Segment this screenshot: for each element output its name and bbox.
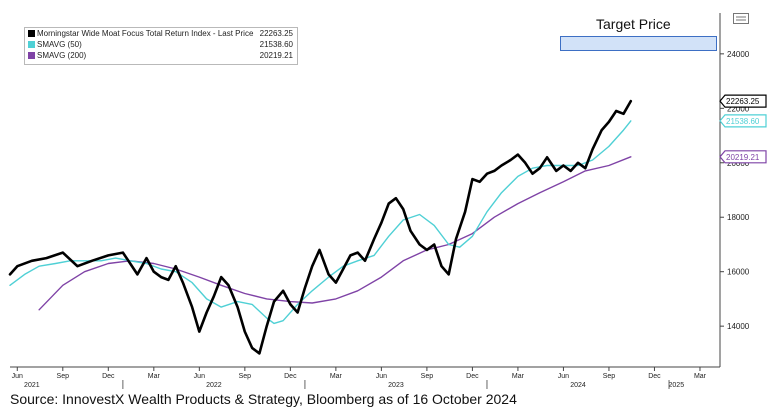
- x-tick-label: Mar: [330, 373, 343, 380]
- smavg200-tag-label: 20219.21: [726, 153, 760, 162]
- price-tag-label: 22263.25: [726, 97, 760, 106]
- price-tag-box: [719, 94, 767, 108]
- x-tick-label: Sep: [421, 373, 434, 380]
- smavg50-tag-box: [719, 114, 767, 128]
- legend-swatch-smavg50: [28, 41, 35, 48]
- legend-value-index: 22263.25: [259, 29, 293, 38]
- legend-label-smavg50: SMAVG (50): [37, 40, 82, 49]
- legend-swatch-index: [28, 30, 35, 37]
- chart-axes: 140001600018000200002200024000JunSepDecM…: [10, 13, 750, 389]
- x-tick-label: Mar: [512, 373, 525, 380]
- x-tick-label: Jun: [12, 373, 23, 380]
- last-price-tags: 22263.25 21538.60 20219.21: [719, 94, 767, 164]
- source-note: Source: InnovestX Wealth Products & Stra…: [10, 391, 517, 407]
- legend-item-index: Morningstar Wide Moat Focus Total Return…: [25, 28, 297, 39]
- y-tick-label: 16000: [727, 268, 750, 277]
- x-tick-label: Dec: [648, 373, 661, 380]
- legend-value-smavg50: 21538.60: [259, 40, 293, 49]
- legend-value-smavg200: 20219.21: [259, 51, 293, 60]
- target-price-label: Target Price: [596, 16, 671, 32]
- y-tick-label: 18000: [727, 213, 750, 222]
- x-tick-label: Jun: [194, 373, 205, 380]
- x-tick-label: Mar: [148, 373, 161, 380]
- legend-swatch-smavg200: [28, 52, 35, 59]
- x-tick-label: Dec: [284, 373, 297, 380]
- x-year-label: 2022: [206, 382, 222, 389]
- x-tick-label: Jun: [558, 373, 569, 380]
- smavg200-line: [38, 156, 632, 311]
- target-price-band: [560, 36, 717, 51]
- y-tick-label: 22000: [727, 104, 750, 113]
- x-tick-label: Sep: [603, 373, 616, 380]
- x-year-label: 2023: [388, 382, 404, 389]
- legend-label-index: Morningstar Wide Moat Focus Total Return…: [37, 29, 254, 38]
- legend-item-smavg200: SMAVG (200) 20219.21: [25, 50, 297, 61]
- x-tick-label: Sep: [239, 373, 252, 380]
- legend-item-smavg50: SMAVG (50) 21538.60: [25, 39, 297, 50]
- legend-label-smavg200: SMAVG (200): [37, 51, 87, 60]
- x-year-label: 2025: [669, 382, 685, 389]
- x-tick-label: Sep: [57, 373, 70, 380]
- x-tick-label: Dec: [466, 373, 479, 380]
- smavg200-tag-box: [719, 150, 767, 164]
- price-line: [8, 99, 633, 355]
- x-year-label: 2021: [24, 382, 40, 389]
- chart-lines: [8, 99, 633, 355]
- smavg50-tag-label: 21538.60: [726, 117, 760, 126]
- smavg50-line: [9, 120, 632, 325]
- x-tick-label: Jun: [376, 373, 387, 380]
- x-tick-label: Dec: [102, 373, 115, 380]
- x-tick-label: Mar: [694, 373, 707, 380]
- y-tick-label: 14000: [727, 322, 750, 331]
- x-year-label: 2024: [570, 382, 586, 389]
- chart-options-icon[interactable]: [733, 13, 749, 24]
- legend: Morningstar Wide Moat Focus Total Return…: [24, 27, 298, 65]
- y-tick-label: 24000: [727, 50, 750, 59]
